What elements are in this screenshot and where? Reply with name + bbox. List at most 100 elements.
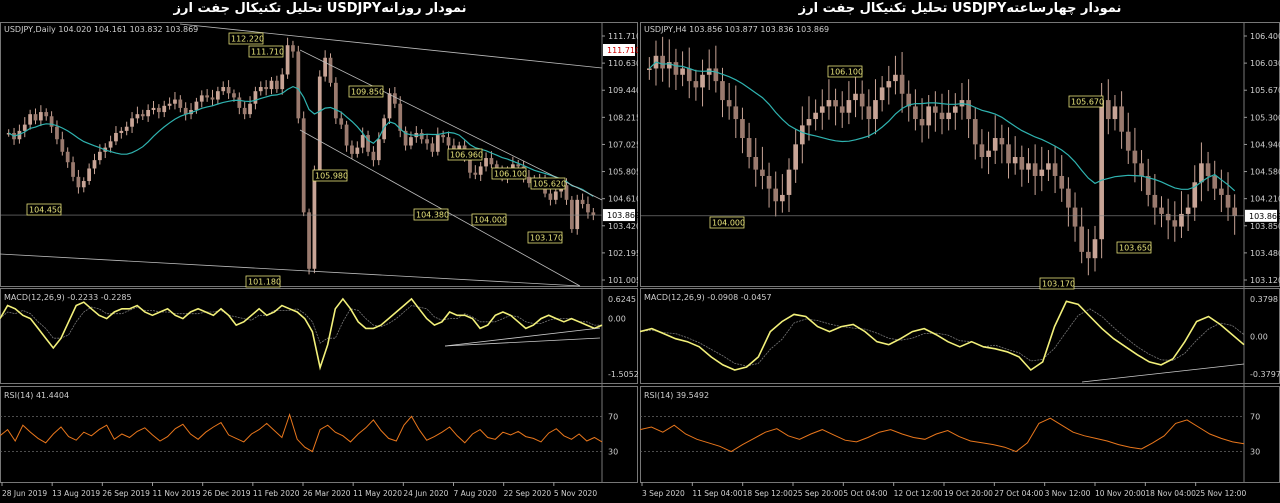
price-annotation-box xyxy=(1039,277,1075,290)
macd-trend-line xyxy=(444,327,601,347)
current-price-label: 103.869 xyxy=(607,211,638,220)
time-tick-label: 19 Oct 20:00 xyxy=(944,489,993,498)
price-annotation: 105.670 xyxy=(1071,98,1104,107)
candle xyxy=(1026,163,1031,170)
price-annotation: 106.100 xyxy=(830,68,863,77)
candle xyxy=(760,169,765,176)
candle xyxy=(1185,207,1191,214)
candle xyxy=(906,93,912,107)
macd-label: MACD(12,26,9) -0.0908 -0.0457 xyxy=(644,293,772,302)
candle xyxy=(473,172,478,175)
candle xyxy=(1046,163,1051,170)
candle xyxy=(999,138,1005,145)
time-tick-label: 11 Feb 2020 xyxy=(253,489,300,498)
time-tick-label: 26 Sep 2019 xyxy=(102,489,150,498)
time-tick-label: 27 Oct 04:00 xyxy=(994,489,1043,498)
candle xyxy=(646,68,652,70)
trend-line xyxy=(0,253,581,287)
candle xyxy=(33,114,38,121)
time-tick-label: 5 Nov 2020 xyxy=(554,489,597,498)
candle xyxy=(553,191,558,200)
time-tick-label: 11 May 2020 xyxy=(353,489,402,498)
rsi-tick-label: 30 xyxy=(608,448,618,457)
price-tick-label: 106.400 xyxy=(1250,32,1280,41)
symbol-label: USDJPY,H4 103.856 103.877 103.836 103.86… xyxy=(644,25,829,34)
candle xyxy=(666,62,672,69)
candle xyxy=(323,57,328,77)
candle xyxy=(237,97,242,108)
candle xyxy=(1052,163,1058,176)
price-tick-label: 104.210 xyxy=(1250,195,1280,204)
candle xyxy=(333,82,338,119)
macd-line xyxy=(0,297,603,371)
price-tick-label: 111.710 xyxy=(608,32,638,41)
candle xyxy=(296,51,301,119)
trend-line xyxy=(299,129,581,287)
candle xyxy=(253,91,258,104)
candle xyxy=(221,87,226,92)
macd-trend-line xyxy=(444,337,601,347)
macd-tick-label: 0.3798 xyxy=(1250,295,1278,304)
moving-average-line xyxy=(648,61,1236,192)
candle xyxy=(720,81,725,101)
price-tick-label: 110.630 xyxy=(608,59,638,68)
time-tick-label: 5 Oct 04:00 xyxy=(843,489,887,498)
candle xyxy=(248,103,252,115)
price-annotation: 104.000 xyxy=(712,219,745,228)
daily-chart[interactable]: 111.710 110.630 109.440 108.215 107.025 105.8… xyxy=(0,20,638,503)
candle xyxy=(167,103,172,106)
rsi-line xyxy=(640,417,1245,453)
candle xyxy=(124,126,129,131)
candle xyxy=(71,162,75,177)
trend-line xyxy=(299,49,603,201)
price-tick-label: 103.420 xyxy=(608,222,638,231)
candle xyxy=(1006,144,1011,164)
candle xyxy=(939,112,945,120)
candle xyxy=(350,145,354,154)
time-tick-label: 3 Sep 2020 xyxy=(642,489,685,498)
price-annotation: 112.220 xyxy=(231,35,264,44)
candle xyxy=(575,199,580,230)
time-tick-label: 28 Jun 2019 xyxy=(2,489,47,498)
price-annotation-box xyxy=(491,167,527,180)
candle xyxy=(215,91,220,100)
candle xyxy=(344,124,349,146)
candle xyxy=(713,68,719,82)
candle xyxy=(1219,188,1224,195)
price-annotation: 103.650 xyxy=(1119,244,1152,253)
candle xyxy=(446,137,451,146)
candle xyxy=(1152,194,1158,208)
candle xyxy=(387,93,392,119)
price-annotation-box xyxy=(1068,95,1104,108)
price-annotation: 109.850 xyxy=(351,88,384,97)
candle xyxy=(780,194,785,202)
rsi-tick-label: 30 xyxy=(1250,448,1260,457)
time-tick-label: 18 Sep 12:00 xyxy=(743,489,793,498)
price-annotation-box xyxy=(447,148,483,161)
moving-average-line xyxy=(8,85,594,197)
time-tick-label: 22 Sep 2020 xyxy=(504,489,552,498)
candle xyxy=(1172,220,1178,227)
candle xyxy=(1119,106,1124,132)
candle xyxy=(952,106,958,113)
macd-signal-line xyxy=(0,305,602,344)
candle xyxy=(317,76,322,171)
candle xyxy=(403,130,408,146)
candle xyxy=(1212,175,1218,189)
price-tick-label: 104.580 xyxy=(1250,168,1280,177)
h4-chart[interactable]: 106.400 106.030 105.670 105.300 104.940 104.5… xyxy=(640,20,1280,503)
macd-tick-label: 0.6245 xyxy=(608,295,636,304)
candle xyxy=(1039,169,1045,176)
candle xyxy=(1159,207,1164,214)
candle xyxy=(859,93,865,107)
candle xyxy=(49,116,54,127)
candle xyxy=(1072,207,1078,227)
price-annotation-box xyxy=(827,65,863,78)
candle xyxy=(1192,182,1198,208)
candle xyxy=(527,176,531,184)
candle xyxy=(280,74,285,90)
candle xyxy=(194,101,199,110)
price-tick-label: 103.850 xyxy=(1250,222,1280,231)
candle xyxy=(946,112,951,120)
candle xyxy=(548,193,553,200)
